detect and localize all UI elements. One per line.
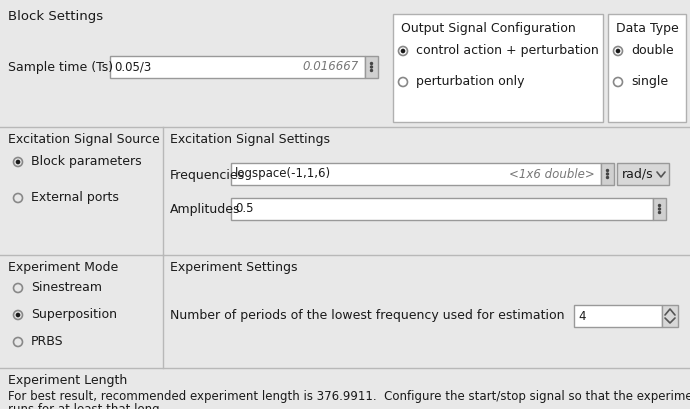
Bar [110, 56, 365, 78]
Text: 4: 4 [578, 310, 586, 323]
Text: control action + perturbation: control action + perturbation [416, 44, 599, 57]
Text: For best result, recommended experiment length is 376.9911.  Configure the start: For best result, recommended experiment … [8, 390, 690, 403]
Text: <1x6 double>: <1x6 double> [509, 168, 595, 180]
Text: Output Signal Configuration: Output Signal Configuration [401, 22, 575, 35]
Text: Superposition: Superposition [31, 308, 117, 321]
Circle shape [658, 208, 660, 210]
Text: Block Settings: Block Settings [8, 10, 103, 23]
Text: runs for at least that long.: runs for at least that long. [8, 403, 164, 409]
Bar [231, 198, 653, 220]
Text: rad/s: rad/s [622, 168, 653, 180]
Circle shape [16, 160, 20, 164]
Bar [617, 163, 669, 185]
Circle shape [607, 169, 609, 171]
Circle shape [658, 204, 660, 207]
Text: Excitation Signal Settings: Excitation Signal Settings [170, 133, 330, 146]
Circle shape [401, 49, 405, 53]
Circle shape [371, 66, 373, 68]
Circle shape [371, 70, 373, 72]
Text: Excitation Signal Source: Excitation Signal Source [8, 133, 160, 146]
Bar [393, 14, 603, 122]
Text: perturbation only: perturbation only [416, 75, 524, 88]
Circle shape [658, 211, 660, 213]
Text: 0.016667: 0.016667 [303, 61, 359, 74]
Text: 0.5: 0.5 [235, 202, 253, 216]
Text: Experiment Settings: Experiment Settings [170, 261, 297, 274]
Text: 0.05/3: 0.05/3 [114, 61, 151, 74]
Text: double: double [631, 44, 673, 57]
Circle shape [607, 173, 609, 175]
Text: Sinestream: Sinestream [31, 281, 102, 294]
Circle shape [371, 63, 373, 65]
Text: Data Type: Data Type [616, 22, 679, 35]
Text: Block parameters: Block parameters [31, 155, 141, 168]
Bar [365, 56, 378, 78]
Text: PRBS: PRBS [31, 335, 63, 348]
Circle shape [615, 49, 620, 53]
Text: Sample time (Ts): Sample time (Ts) [8, 61, 113, 74]
Text: logspace(-1,1,6): logspace(-1,1,6) [235, 168, 331, 180]
Text: single: single [631, 75, 668, 88]
Bar [601, 163, 614, 185]
Bar [662, 305, 678, 327]
Text: Experiment Mode: Experiment Mode [8, 261, 118, 274]
Text: Amplitudes: Amplitudes [170, 204, 241, 216]
Circle shape [16, 312, 20, 317]
Circle shape [607, 177, 609, 178]
Text: Experiment Length: Experiment Length [8, 374, 127, 387]
Text: Number of periods of the lowest frequency used for estimation: Number of periods of the lowest frequenc… [170, 310, 564, 323]
Bar [653, 198, 666, 220]
Text: External ports: External ports [31, 191, 119, 204]
Bar [608, 14, 686, 122]
Bar [231, 163, 601, 185]
Text: Frequencies: Frequencies [170, 169, 245, 182]
Bar [574, 305, 662, 327]
